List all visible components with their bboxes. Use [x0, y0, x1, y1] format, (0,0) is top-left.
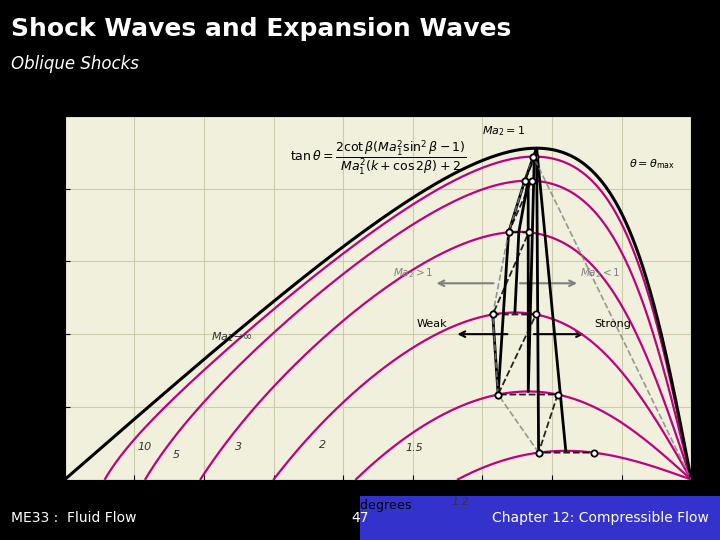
Text: 2: 2	[319, 440, 326, 450]
Text: $Ma_1\!\rightarrow\!\infty$: $Ma_1\!\rightarrow\!\infty$	[211, 330, 253, 344]
Text: $\theta = \theta_{\rm max}$: $\theta = \theta_{\rm max}$	[629, 157, 675, 171]
Text: 10: 10	[138, 442, 152, 452]
Text: Strong: Strong	[594, 319, 631, 329]
Text: Chapter 12: Compressible Flow: Chapter 12: Compressible Flow	[492, 511, 709, 525]
Text: $Ma_2 > 1$: $Ma_2 > 1$	[393, 266, 433, 280]
Text: 1.2: 1.2	[451, 497, 469, 507]
Text: 5: 5	[173, 450, 180, 460]
Text: ME33 :  Fluid Flow: ME33 : Fluid Flow	[11, 511, 136, 525]
Text: 47: 47	[351, 511, 369, 525]
Text: $\tan\theta = \dfrac{2\cot\beta(Ma_1^2\sin^2\beta - 1)}{Ma_1^2(k + \cos 2\beta) : $\tan\theta = \dfrac{2\cot\beta(Ma_1^2\s…	[289, 138, 467, 177]
Text: $Ma_2 = 1$: $Ma_2 = 1$	[482, 124, 526, 138]
Text: 1.5: 1.5	[406, 443, 423, 453]
X-axis label: $\beta$, degrees: $\beta$, degrees	[344, 497, 412, 514]
Bar	[360, 496, 720, 540]
Text: Shock Waves and Expansion Waves: Shock Waves and Expansion Waves	[11, 17, 511, 41]
Text: $Ma_2 < 1$: $Ma_2 < 1$	[580, 266, 621, 280]
Text: Oblique Shocks: Oblique Shocks	[11, 55, 139, 73]
Y-axis label: $\theta$, degrees: $\theta$, degrees	[26, 264, 43, 332]
Text: 3: 3	[235, 442, 243, 452]
Text: Weak: Weak	[417, 319, 448, 329]
